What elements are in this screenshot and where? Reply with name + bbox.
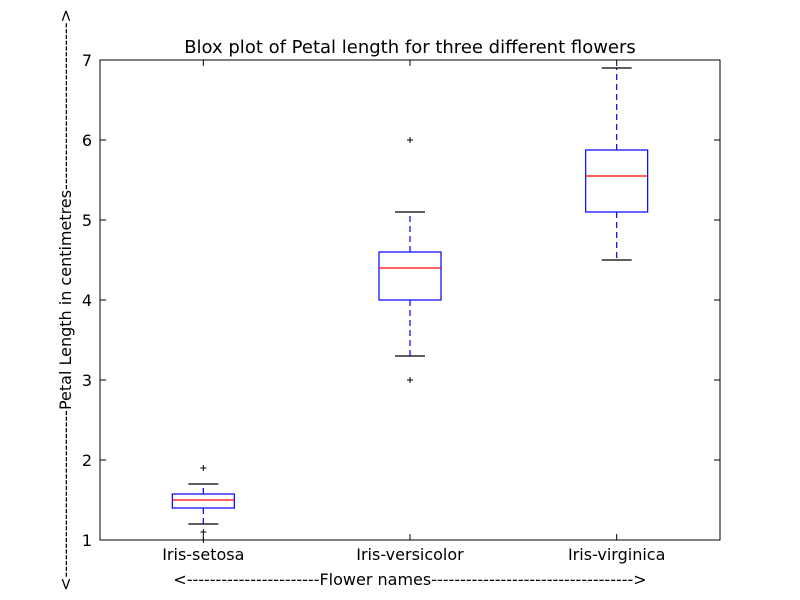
outlier-point bbox=[200, 537, 207, 543]
y-tick-label: 3 bbox=[82, 371, 92, 390]
iqr-box bbox=[171, 493, 235, 509]
chart-title: Blox plot of Petal length for three diff… bbox=[184, 37, 636, 58]
y-tick-label: 4 bbox=[82, 291, 92, 310]
y-axis-label: <-----------------------------Petal Leng… bbox=[56, 9, 75, 591]
x-tick-label: Iris-versicolor bbox=[356, 545, 464, 564]
x-tick-label: Iris-setosa bbox=[162, 545, 244, 564]
y-tick-label: 2 bbox=[82, 451, 92, 470]
x-axis-label: <-----------------------Flower names----… bbox=[173, 570, 646, 589]
outlier-point bbox=[200, 529, 207, 535]
x-tick-label: Iris-virginica bbox=[568, 545, 665, 564]
y-tick-label: 1 bbox=[82, 531, 92, 550]
iqr-box bbox=[378, 251, 442, 301]
y-tick-label: 6 bbox=[82, 131, 92, 150]
outlier-point bbox=[407, 137, 413, 143]
plot-area: 1 2 3 4 5 6 7 Iris-setosa Iris-versicolor Iris-vi… bbox=[82, 51, 721, 564]
y-tick-label: 7 bbox=[82, 51, 92, 70]
outlier-point bbox=[407, 377, 413, 383]
outlier-point bbox=[200, 465, 207, 471]
y-tick-label: 5 bbox=[82, 211, 92, 230]
iqr-box bbox=[585, 149, 649, 213]
